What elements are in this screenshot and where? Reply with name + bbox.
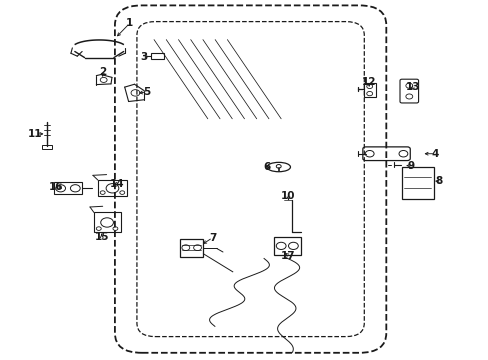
Text: 16: 16 [49, 182, 63, 192]
Text: 2: 2 [99, 67, 106, 77]
Bar [180, 239, 203, 257]
Text: 11: 11 [28, 129, 42, 139]
Bar [150, 53, 164, 59]
Text: 12: 12 [361, 77, 376, 87]
Text: 5: 5 [143, 87, 150, 97]
Text: 17: 17 [281, 251, 295, 261]
Text: 13: 13 [405, 82, 420, 92]
Text: 7: 7 [208, 233, 216, 243]
Text: 4: 4 [430, 149, 438, 159]
Text: 3: 3 [141, 51, 147, 62]
Text: 6: 6 [263, 162, 269, 172]
Bar [42, 145, 52, 149]
Bar [363, 83, 375, 97]
Text: 10: 10 [281, 191, 295, 201]
Text: 14: 14 [110, 179, 124, 189]
Text: 15: 15 [94, 232, 109, 242]
Bar [401, 167, 433, 199]
Text: 8: 8 [435, 176, 442, 186]
Text: 9: 9 [407, 161, 413, 171]
Bar [94, 212, 121, 232]
Bar [273, 237, 300, 255]
Text: 1: 1 [126, 18, 133, 28]
Bar [54, 182, 82, 194]
Bar [98, 180, 127, 196]
